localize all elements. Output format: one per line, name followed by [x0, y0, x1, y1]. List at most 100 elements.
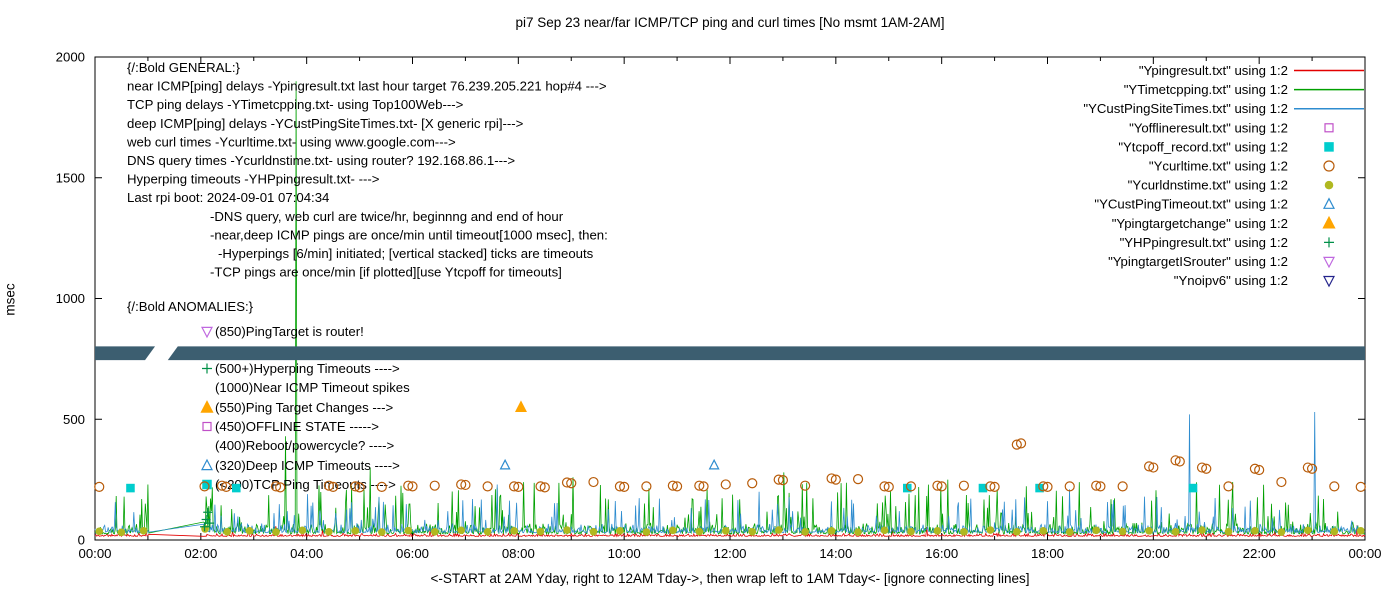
anomaly-note-line: (500+)Hyperping Timeouts ---->	[215, 361, 400, 376]
Ycurltime-marker	[561, 477, 573, 488]
x-tick-label: 16:00	[925, 546, 958, 561]
Ycurldnstime-marker	[616, 526, 624, 535]
circle-filled-icon	[1324, 180, 1334, 190]
general-note-line: {/:Bold GENERAL:}	[127, 60, 240, 75]
Ycurldnstime-marker	[589, 527, 598, 536]
Ycurldnstime-marker	[880, 526, 889, 535]
x-tick-label: 08:00	[502, 546, 535, 561]
square-open-icon	[202, 421, 212, 432]
YCustPingTimeout-marker	[499, 458, 511, 470]
Ycurltime-marker	[641, 481, 652, 492]
Ycurltime-marker	[936, 481, 947, 492]
series-line-YCustPingSiteTimes	[94, 411, 1366, 535]
Ycurltime-marker	[1249, 463, 1261, 474]
general-note-line: near ICMP[ping] delays -Ypingresult.txt …	[127, 79, 607, 94]
legend-label: "Yofflineresult.txt" using 1:2	[1129, 120, 1288, 135]
Ycurldnstime-marker	[1171, 527, 1180, 536]
Ycurltime-marker	[958, 480, 969, 491]
Ycurltime-marker	[1201, 463, 1212, 474]
legend-label: "Ycurltime.txt" using 1:2	[1149, 159, 1288, 174]
Ycurltime-marker	[1196, 462, 1208, 473]
chart-title: pi7 Sep 23 near/far ICMP/TCP ping and cu…	[515, 15, 945, 30]
Ycurltime-marker	[199, 481, 210, 492]
Ycurltime-marker	[376, 481, 387, 492]
legend-label: "YpingtargetISrouter" using 1:2	[1108, 254, 1288, 269]
Ycurldnstime-marker	[695, 527, 704, 536]
Ycurldnstime-marker	[748, 527, 757, 536]
Ycurltime-marker	[328, 481, 339, 492]
Ycurltime-marker	[694, 480, 705, 491]
y-tick-label: 0	[78, 533, 85, 548]
Ycurltime-marker	[270, 481, 282, 492]
x-tick-label: 06:00	[396, 546, 429, 561]
Ycurltime-marker	[1064, 481, 1075, 492]
Ycurldnstime-marker	[298, 526, 307, 535]
Ycurldnstime-marker	[1039, 526, 1048, 535]
series-markers	[94, 400, 1366, 537]
Ycurltime-marker	[905, 481, 917, 492]
Ycurldnstime-marker	[907, 527, 915, 536]
Ycurltime-marker	[830, 474, 841, 485]
legend-label: "Ypingtargetchange" using 1:2	[1112, 216, 1288, 231]
legend-label: "Ytcpoff_record.txt" using 1:2	[1118, 139, 1288, 154]
x-tick-label: 10:00	[608, 546, 641, 561]
Ycurldnstime-marker	[483, 527, 492, 536]
Ycurldnstime-marker	[960, 527, 968, 536]
Ycurltime-marker	[1355, 481, 1366, 492]
offline-band-left	[95, 346, 156, 361]
legend-label: "Ynoipv6" using 1:2	[1174, 273, 1288, 288]
anomaly-note-line: {/:Bold ANOMALIES:}	[127, 299, 254, 314]
Ycurldnstime-marker	[1330, 527, 1339, 536]
Ycurldnstime-marker	[245, 526, 254, 535]
square-filled-icon	[1324, 142, 1334, 152]
general-note-line: deep ICMP[ping] delays -YCustPingSiteTim…	[127, 116, 524, 131]
Ycurldnstime-marker	[430, 527, 439, 536]
Ycurltime-marker	[407, 481, 418, 492]
general-note-line: DNS query times -Ycurldnstime.txt- using…	[127, 153, 515, 168]
Ycurldnstime-marker	[563, 526, 571, 534]
x-tick-label: 00:00	[1348, 546, 1381, 561]
Ycurltime-marker	[777, 475, 789, 486]
Ycurltime-marker	[221, 481, 232, 492]
Ycurldnstime-marker	[117, 528, 126, 537]
general-note-line: -near,deep ICMP pings are once/min until…	[210, 227, 608, 242]
Ycurltime-marker	[1042, 481, 1053, 492]
Ycurltime-marker	[1148, 462, 1159, 473]
Ycurltime-marker	[456, 479, 467, 490]
axes: 00:00 02:00 04:00 06:00 08:00 10:00 12:00 14:00…	[56, 50, 1382, 562]
Ycurltime-marker	[403, 480, 414, 491]
circle-open-icon	[1323, 160, 1335, 172]
Ycurltime-marker	[350, 481, 361, 492]
Ycurltime-marker	[482, 481, 493, 492]
Ycurltime-marker	[773, 474, 784, 485]
Ycurltime-marker	[354, 482, 365, 493]
Ycurltime-marker	[1276, 476, 1287, 488]
Ycurldnstime-marker	[1198, 526, 1206, 534]
Ycurltime-marker	[508, 481, 520, 492]
y-tick-label: 2000	[56, 50, 85, 65]
Ycurltime-marker	[1302, 462, 1313, 473]
Ytcpoff_record-marker	[232, 483, 241, 493]
square-open-icon	[1324, 123, 1334, 133]
series-lines	[94, 81, 1366, 538]
triangle-up-open-icon	[201, 458, 213, 471]
Ycurltime-marker	[429, 480, 440, 491]
YHPpingresult-marker	[201, 514, 211, 524]
Ycurltime-marker	[1015, 438, 1027, 449]
anomaly-note-line: (<200)TCP Ping Timeouts ---->	[215, 477, 396, 492]
Ycurldnstime-marker	[223, 527, 232, 536]
general-note-line: -Hyperpings [6/min] initiated; [vertical…	[218, 246, 594, 261]
Ycurldnstime-marker	[1251, 526, 1259, 535]
Ycurltime-marker	[1038, 481, 1049, 492]
anomaly-note-line: (550)Ping Target Changes --->	[215, 400, 394, 415]
Ycurltime-marker	[1011, 439, 1022, 450]
Ycurltime-marker	[619, 481, 630, 492]
triangle-down-open-icon	[201, 326, 213, 339]
Ycurldnstime-marker	[986, 526, 995, 534]
plus-icon	[202, 363, 212, 374]
Ycurltime-marker	[826, 473, 837, 484]
triangle-down-open-icon	[1323, 256, 1335, 269]
Ycurldnstime-marker	[377, 528, 386, 536]
legend: "Ypingresult.txt" using 1:2 "YTimetcpping…	[1083, 63, 1364, 288]
x-tick-label: 18:00	[1031, 546, 1064, 561]
